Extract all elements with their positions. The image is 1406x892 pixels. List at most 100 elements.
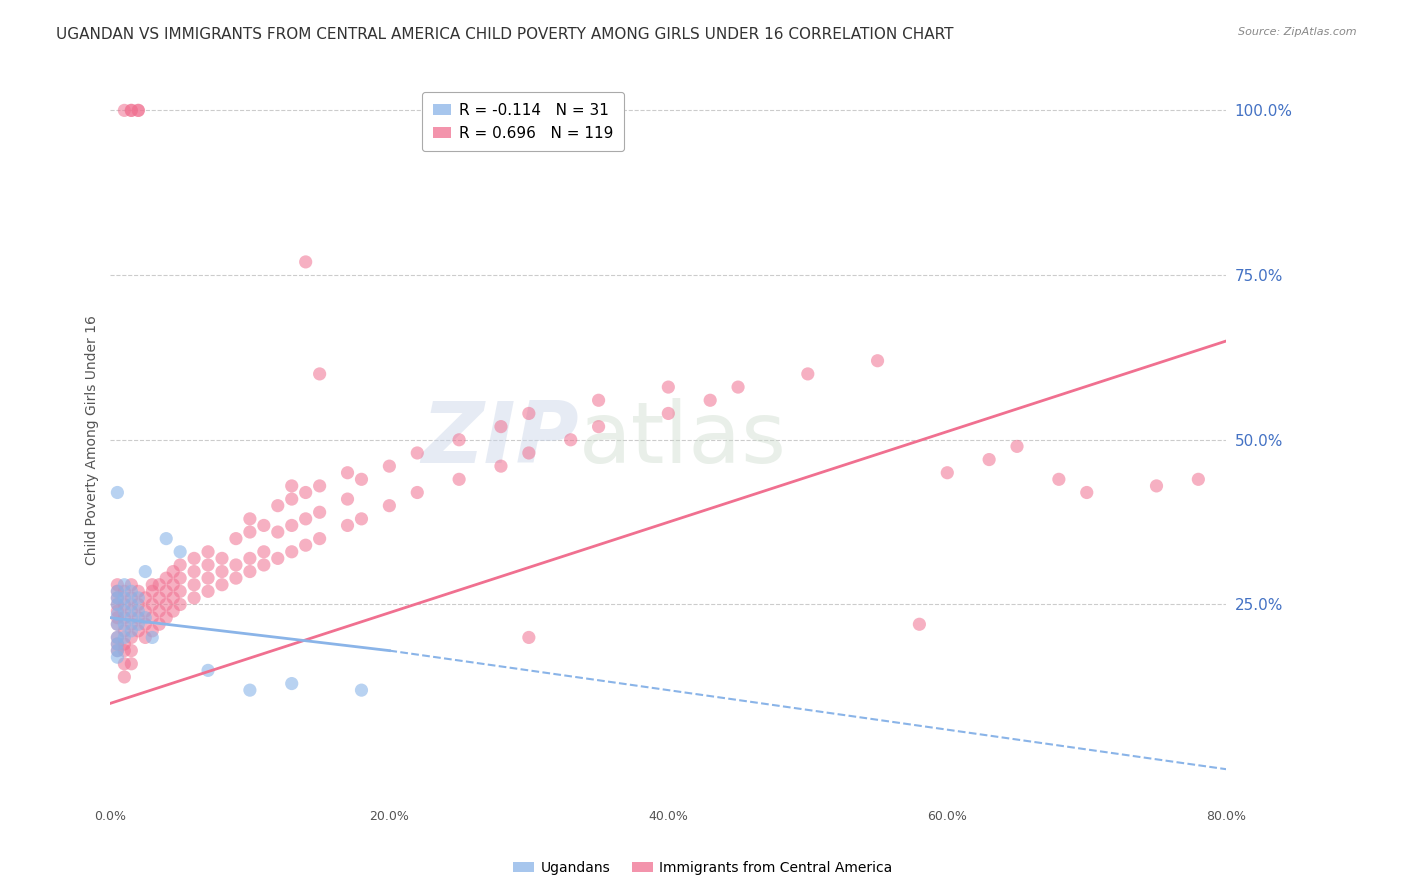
Text: Source: ZipAtlas.com: Source: ZipAtlas.com	[1239, 27, 1357, 37]
Point	[112, 598, 135, 612]
Point	[294, 512, 316, 526]
Point	[112, 591, 135, 605]
Point	[120, 631, 142, 645]
Point	[141, 584, 163, 599]
Point	[120, 591, 142, 605]
Point	[489, 419, 512, 434]
Point	[105, 604, 128, 618]
Point	[141, 631, 163, 645]
Point	[148, 604, 170, 618]
Point	[112, 631, 135, 645]
Point	[727, 380, 749, 394]
Point	[127, 103, 149, 118]
Point	[134, 604, 156, 618]
Point	[657, 406, 679, 420]
Point	[657, 380, 679, 394]
Point	[169, 571, 191, 585]
Point	[141, 598, 163, 612]
Point	[449, 472, 471, 486]
Point	[280, 518, 302, 533]
Point	[134, 610, 156, 624]
Point	[148, 617, 170, 632]
Point	[134, 591, 156, 605]
Point	[120, 604, 142, 618]
Point	[267, 524, 290, 539]
Text: UGANDAN VS IMMIGRANTS FROM CENTRAL AMERICA CHILD POVERTY AMONG GIRLS UNDER 16 CO: UGANDAN VS IMMIGRANTS FROM CENTRAL AMERI…	[56, 27, 953, 42]
Point	[105, 650, 128, 665]
Point	[120, 598, 142, 612]
Point	[406, 446, 429, 460]
Point	[588, 393, 610, 408]
Point	[225, 558, 247, 572]
Point	[280, 676, 302, 690]
Point	[308, 532, 330, 546]
Point	[797, 367, 820, 381]
Point	[350, 512, 373, 526]
Point	[105, 617, 128, 632]
Point	[489, 459, 512, 474]
Point	[105, 617, 128, 632]
Point	[280, 479, 302, 493]
Point	[162, 604, 184, 618]
Point	[517, 446, 540, 460]
Legend: Ugandans, Immigrants from Central America: Ugandans, Immigrants from Central Americ…	[508, 855, 898, 880]
Point	[169, 584, 191, 599]
Point	[112, 624, 135, 638]
Point	[449, 433, 471, 447]
Point	[517, 631, 540, 645]
Point	[211, 565, 233, 579]
Point	[120, 610, 142, 624]
Text: atlas: atlas	[579, 399, 787, 482]
Point	[280, 492, 302, 507]
Legend: R = -0.114   N = 31, R = 0.696   N = 119: R = -0.114 N = 31, R = 0.696 N = 119	[422, 93, 624, 152]
Point	[294, 538, 316, 552]
Point	[336, 492, 359, 507]
Point	[162, 578, 184, 592]
Point	[112, 578, 135, 592]
Point	[183, 551, 205, 566]
Point	[197, 558, 219, 572]
Point	[169, 598, 191, 612]
Point	[120, 103, 142, 118]
Point	[127, 591, 149, 605]
Point	[112, 657, 135, 671]
Point	[699, 393, 721, 408]
Point	[105, 584, 128, 599]
Point	[239, 683, 262, 698]
Point	[350, 683, 373, 698]
Point	[112, 610, 135, 624]
Point	[105, 631, 128, 645]
Point	[294, 255, 316, 269]
Point	[105, 584, 128, 599]
Point	[112, 604, 135, 618]
Point	[253, 545, 276, 559]
Point	[127, 598, 149, 612]
Point	[134, 565, 156, 579]
Point	[105, 637, 128, 651]
Point	[183, 578, 205, 592]
Point	[197, 664, 219, 678]
Point	[517, 406, 540, 420]
Point	[105, 631, 128, 645]
Text: ZIP: ZIP	[422, 399, 579, 482]
Point	[308, 505, 330, 519]
Point	[120, 584, 142, 599]
Point	[120, 103, 142, 118]
Point	[253, 518, 276, 533]
Point	[378, 499, 401, 513]
Point	[155, 571, 177, 585]
Point	[105, 578, 128, 592]
Point	[197, 584, 219, 599]
Point	[112, 584, 135, 599]
Point	[280, 545, 302, 559]
Point	[908, 617, 931, 632]
Point	[336, 518, 359, 533]
Point	[350, 472, 373, 486]
Point	[197, 545, 219, 559]
Point	[120, 617, 142, 632]
Point	[936, 466, 959, 480]
Point	[148, 578, 170, 592]
Point	[127, 617, 149, 632]
Point	[105, 643, 128, 657]
Point	[105, 637, 128, 651]
